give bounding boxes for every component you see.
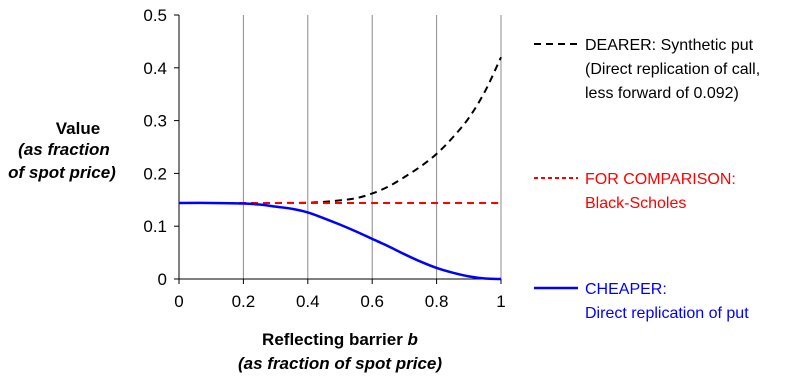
legend-text-line: Direct replication of put — [585, 305, 749, 322]
legend-entry-synthetic-put: DEARER: Synthetic put (Direct replication… — [534, 37, 760, 102]
legend-text-line: less forward of 0.092) — [585, 85, 739, 102]
y-tick-label: 0.4 — [143, 59, 167, 78]
legend-text-line: DEARER: Synthetic put — [585, 37, 754, 54]
legend-entry-direct-put: CHEAPER: Direct replication of put — [534, 281, 749, 322]
x-tick-label: 0.8 — [425, 292, 449, 311]
legend-entry-black-scholes: FOR COMPARISON: Black-Scholes — [534, 171, 736, 212]
legend-text-line: Black-Scholes — [585, 195, 686, 212]
x-axis-label-line2: (as fraction of spot price) — [238, 354, 442, 373]
series-group — [178, 56, 502, 281]
legend: DEARER: Synthetic put (Direct replication… — [534, 37, 760, 322]
legend-text-line: FOR COMPARISON: — [585, 171, 736, 188]
y-axis-ticks: 0 0.1 0.2 0.3 0.4 0.5 — [143, 6, 179, 289]
y-axis-label-line1: Value — [56, 119, 100, 138]
series-line-synthetic-put — [179, 56, 502, 204]
x-tick-label: 1 — [496, 292, 505, 311]
y-tick-label: 0.2 — [143, 164, 167, 183]
legend-text-line: (Direct replication of call, — [585, 61, 760, 78]
y-tick-label: 0 — [158, 270, 167, 289]
legend-text-line: CHEAPER: — [585, 281, 667, 298]
x-axis-ticks: 0 0.2 0.4 0.6 0.8 1 — [174, 279, 506, 311]
y-tick-label: 0.1 — [143, 217, 167, 236]
y-axis-label-line2: (as fraction — [18, 140, 110, 159]
x-tick-label: 0 — [174, 292, 183, 311]
grid — [178, 15, 502, 279]
x-axis-label-text: Reflecting barrier — [262, 330, 408, 349]
series-line-direct-put — [178, 201, 502, 281]
y-tick-label: 0.5 — [143, 6, 167, 25]
y-axis-label-line3: of spot price) — [8, 163, 116, 182]
x-tick-label: 0.6 — [360, 292, 384, 311]
x-tick-label: 0.2 — [232, 292, 256, 311]
x-tick-label: 0.4 — [296, 292, 320, 311]
x-axis-label-line1: Reflecting barrier b — [262, 330, 418, 349]
x-axis-label-variable: b — [408, 330, 418, 349]
y-tick-label: 0.3 — [143, 112, 167, 131]
